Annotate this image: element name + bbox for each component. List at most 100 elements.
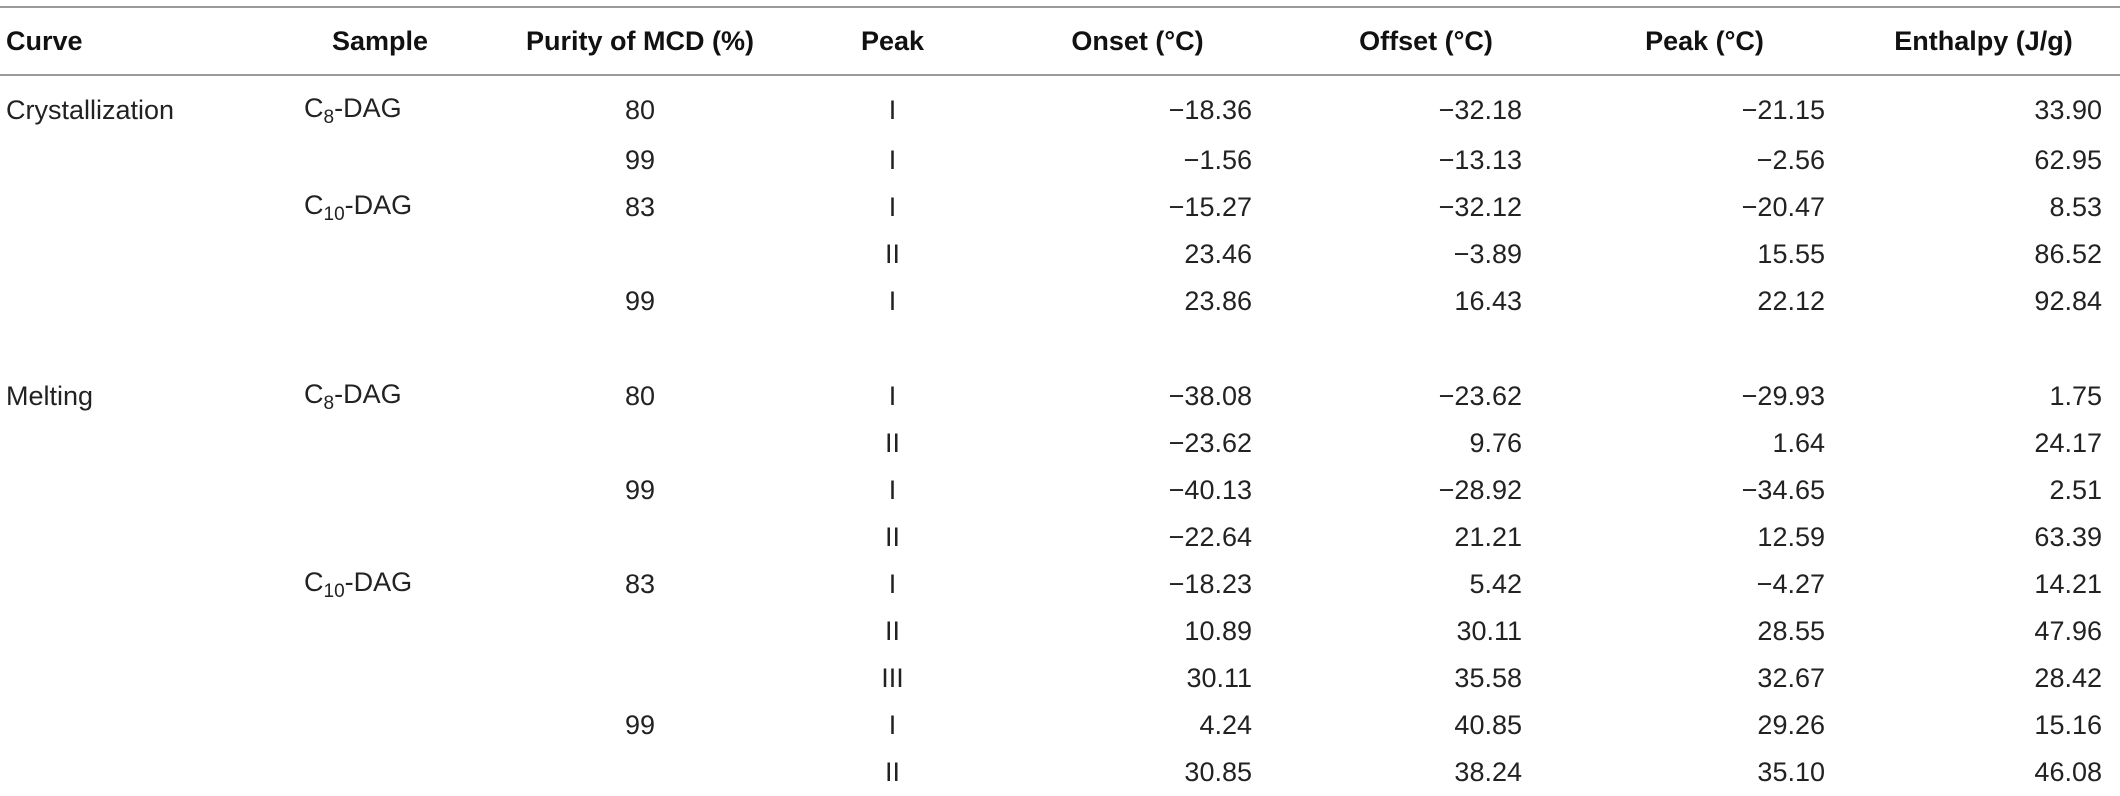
cell-enthalpy: 14.21: [2034, 569, 2102, 599]
cell-onset: −23.62: [1168, 428, 1252, 458]
table-row: II −22.64 21.21 12.59 63.39: [0, 514, 2120, 561]
sample-prefix: C: [304, 189, 324, 220]
cell-onset: 30.11: [1186, 663, 1252, 693]
cell-sample: [280, 749, 480, 796]
cell-sample: [280, 231, 480, 278]
cell-offset: −13.13: [1438, 145, 1522, 175]
cell-purity: [480, 514, 800, 561]
sample-prefix: C: [304, 92, 324, 123]
cell-peak: II: [884, 239, 900, 269]
cell-curve: Crystallization: [6, 95, 175, 125]
cell-curve: Melting: [6, 381, 94, 411]
cell-peak: III: [881, 663, 904, 693]
cell-purity: [480, 749, 800, 796]
cell-enthalpy: 8.53: [2049, 192, 2102, 222]
cell-enthalpy: 92.84: [2034, 286, 2102, 316]
sample-suffix: -DAG: [344, 189, 413, 220]
cell-peak-temp: −21.15: [1741, 95, 1825, 125]
cell-peak: I: [888, 145, 897, 175]
cell-peak: I: [888, 192, 897, 222]
cell-offset: −32.12: [1438, 192, 1522, 222]
cell-purity: 99: [624, 286, 656, 316]
header-peak: Peak: [800, 6, 985, 76]
cell-purity: [480, 231, 800, 278]
cell-offset: −32.18: [1438, 95, 1522, 125]
cell-enthalpy: 2.51: [2049, 475, 2102, 505]
cell-peak: II: [884, 616, 900, 646]
cell-enthalpy: 1.75: [2049, 381, 2102, 411]
cell-curve: [0, 467, 280, 514]
cell-peak-temp: −4.27: [1756, 569, 1825, 599]
table-row: 99 I −1.56 −13.13 −2.56 62.95: [0, 137, 2120, 184]
header-peak-temp: Peak (°C): [1562, 6, 1847, 76]
cell-sample: C10-DAG: [280, 184, 480, 231]
sample-prefix: C: [304, 378, 324, 409]
cell-peak: I: [888, 381, 897, 411]
table-row: Melting C8-DAG 80 I −38.08 −23.62 −29.93 1.75: [0, 373, 2120, 420]
cell-sample: [280, 655, 480, 702]
cell-offset: −23.62: [1438, 381, 1522, 411]
cell-peak-temp: −20.47: [1741, 192, 1825, 222]
table-row: II 30.85 38.24 35.10 46.08: [0, 749, 2120, 796]
cell-peak-temp: 29.26: [1757, 710, 1825, 740]
cell-offset: 16.43: [1454, 286, 1522, 316]
cell-curve: [0, 420, 280, 467]
sample-subscript: 8: [323, 106, 335, 128]
cell-offset: −3.89: [1453, 239, 1522, 269]
cell-peak: II: [884, 757, 900, 787]
cell-peak: I: [888, 95, 897, 125]
cell-offset: −28.92: [1438, 475, 1522, 505]
cell-offset: 21.21: [1454, 522, 1522, 552]
cell-purity: 80: [624, 95, 656, 125]
sample-suffix: -DAG: [334, 378, 402, 409]
table-row: II 10.89 30.11 28.55 47.96: [0, 608, 2120, 655]
header-row: Curve Sample Purity of MCD (%) Peak Onse…: [0, 6, 2120, 76]
cell-peak-temp: −2.56: [1756, 145, 1825, 175]
table-row: C10-DAG 83 I −15.27 −32.12 −20.47 8.53: [0, 184, 2120, 231]
cell-offset: 38.24: [1454, 757, 1522, 787]
cell-peak-temp: 15.55: [1757, 239, 1825, 269]
cell-purity: 83: [624, 569, 656, 599]
cell-offset: 30.11: [1456, 616, 1522, 646]
cell-onset: 23.46: [1184, 239, 1252, 269]
header-purity: Purity of MCD (%): [480, 6, 800, 76]
cell-enthalpy: 63.39: [2034, 522, 2102, 552]
cell-onset: 4.24: [1199, 710, 1252, 740]
table-row: 99 I 23.86 16.43 22.12 92.84: [0, 278, 2120, 325]
cell-peak: II: [884, 428, 900, 458]
cell-peak-temp: 12.59: [1757, 522, 1825, 552]
cell-curve: [0, 231, 280, 278]
header-onset: Onset (°C): [985, 6, 1290, 76]
cell-sample: C8-DAG: [280, 75, 480, 137]
cell-sample: [280, 137, 480, 184]
cell-enthalpy: 47.96: [2034, 616, 2102, 646]
cell-offset: 40.85: [1454, 710, 1522, 740]
cell-purity: 99: [624, 475, 656, 505]
cell-peak: I: [888, 475, 897, 505]
cell-peak-temp: 22.12: [1757, 286, 1825, 316]
cell-peak-temp: 28.55: [1757, 616, 1825, 646]
cell-sample: [280, 278, 480, 325]
cell-onset: 23.86: [1184, 286, 1252, 316]
cell-sample: [280, 467, 480, 514]
sample-subscript: 8: [323, 392, 335, 414]
cell-purity: [480, 420, 800, 467]
cell-peak-temp: 35.10: [1757, 757, 1825, 787]
cell-curve: [0, 278, 280, 325]
section-spacer: [0, 325, 2120, 373]
cell-onset: −40.13: [1168, 475, 1252, 505]
cell-offset: 35.58: [1454, 663, 1522, 693]
cell-onset: −15.27: [1168, 192, 1252, 222]
cell-onset: −18.23: [1168, 569, 1252, 599]
sample-subscript: 10: [323, 203, 345, 225]
cell-curve: [0, 655, 280, 702]
spacer-cell: [0, 325, 2120, 373]
sample-suffix: -DAG: [334, 92, 402, 123]
table-row: II 23.46 −3.89 15.55 86.52: [0, 231, 2120, 278]
table-body: Crystallization C8-DAG 80 I −18.36 −32.18 −21.…: [0, 75, 2120, 796]
cell-enthalpy: 28.42: [2034, 663, 2102, 693]
cell-peak-temp: 1.64: [1772, 428, 1825, 458]
cell-enthalpy: 24.17: [2034, 428, 2102, 458]
data-table: Curve Sample Purity of MCD (%) Peak Onse…: [0, 6, 2120, 796]
table-row: Crystallization C8-DAG 80 I −18.36 −32.18 −21.…: [0, 75, 2120, 137]
